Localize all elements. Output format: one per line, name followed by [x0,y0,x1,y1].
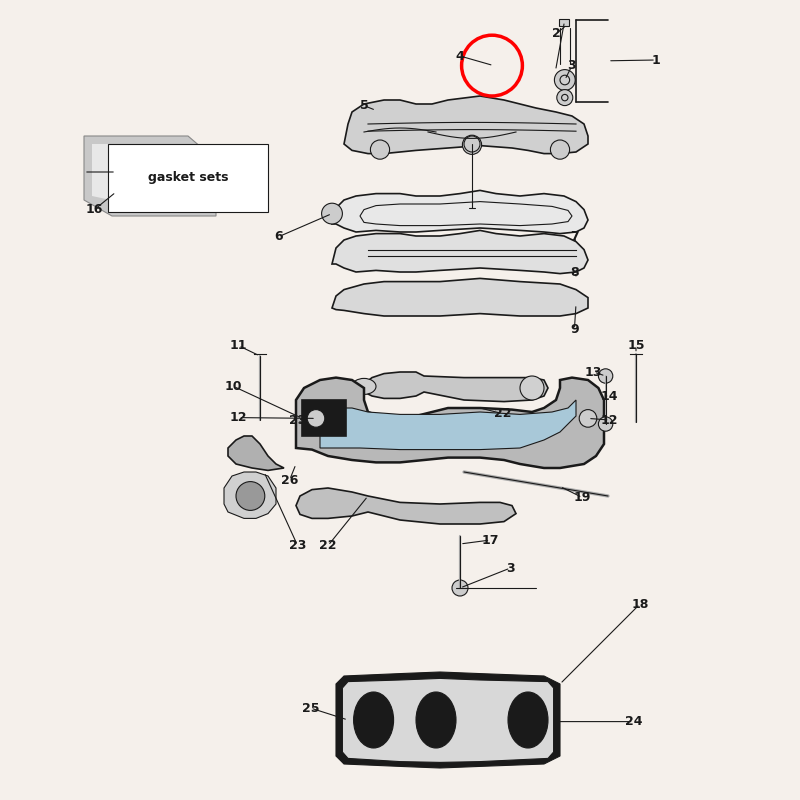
Text: 23: 23 [289,414,306,426]
Polygon shape [84,136,216,216]
Circle shape [307,410,325,427]
Circle shape [598,369,613,383]
Polygon shape [228,436,284,470]
Text: 5: 5 [360,99,368,112]
Circle shape [560,75,570,85]
Text: 26: 26 [281,474,298,486]
Polygon shape [344,96,588,154]
Ellipse shape [354,692,394,748]
Text: 12: 12 [601,414,618,426]
Circle shape [557,90,573,106]
Text: 24: 24 [625,715,642,728]
Polygon shape [296,488,516,524]
Text: 11: 11 [230,339,247,352]
Polygon shape [332,230,588,274]
Circle shape [598,417,613,431]
Text: 9: 9 [570,323,578,336]
Bar [302,400,346,436]
Circle shape [452,580,468,596]
Polygon shape [92,144,180,208]
Polygon shape [296,378,604,468]
Circle shape [236,482,265,510]
Ellipse shape [416,692,456,748]
Text: 22: 22 [494,407,511,420]
Circle shape [550,140,570,159]
Polygon shape [404,694,468,750]
Text: 6: 6 [274,230,282,243]
Text: gasket sets: gasket sets [148,171,228,185]
Ellipse shape [352,378,376,394]
Polygon shape [336,672,560,768]
Text: 16: 16 [86,203,103,216]
Circle shape [322,203,342,224]
Bar [559,19,569,26]
Text: 12: 12 [230,411,247,424]
Text: 15: 15 [627,339,645,352]
Text: 23: 23 [289,539,306,552]
Circle shape [562,94,568,101]
Polygon shape [342,678,554,762]
FancyBboxPatch shape [108,144,268,212]
Circle shape [370,140,390,159]
Text: 13: 13 [585,366,602,378]
Polygon shape [320,400,576,450]
Text: 8: 8 [570,266,578,278]
Text: 18: 18 [631,598,649,610]
Circle shape [464,136,480,152]
Text: 1: 1 [652,54,660,66]
Polygon shape [332,278,588,316]
Text: 3: 3 [506,562,514,574]
Text: 3: 3 [568,59,576,72]
Text: 17: 17 [482,534,499,546]
Text: 22: 22 [319,539,337,552]
Circle shape [554,70,575,90]
Polygon shape [224,472,276,518]
Circle shape [462,135,482,154]
Ellipse shape [508,692,548,748]
Text: 10: 10 [225,380,242,393]
Text: 7: 7 [570,230,578,242]
Text: 25: 25 [302,702,319,714]
Text: 14: 14 [601,390,618,402]
Circle shape [520,376,544,400]
Polygon shape [364,372,548,402]
Polygon shape [348,692,404,752]
Circle shape [579,410,597,427]
Text: 2: 2 [552,27,560,40]
Polygon shape [332,190,588,234]
Text: 4: 4 [456,50,464,62]
Text: 19: 19 [574,491,591,504]
